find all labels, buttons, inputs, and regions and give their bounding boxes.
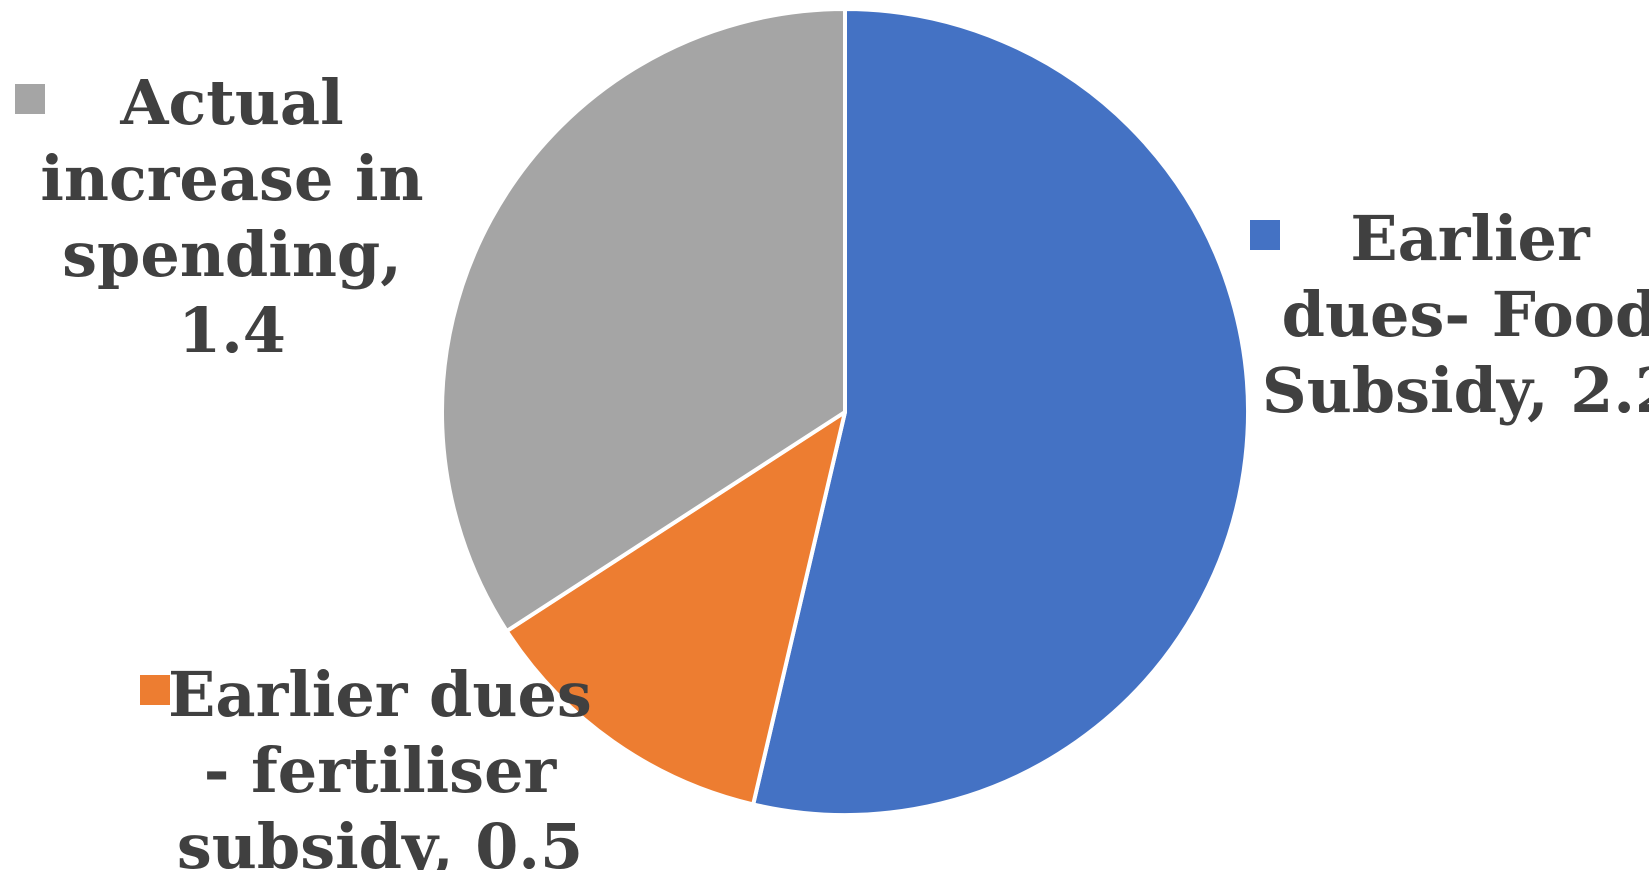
data-label-line: dues- Food [1282, 278, 1649, 351]
pie-slice-1 [751, 7, 1250, 817]
legend-swatch-3 [15, 84, 45, 114]
pie-slice-3 [440, 7, 847, 634]
data-label-line: Subsidy, 2.2 [1262, 354, 1649, 427]
pie-slices [440, 7, 1250, 817]
data-label-line: 1.4 [178, 294, 286, 367]
data-label-line: increase in [40, 142, 423, 215]
data-label-line: - fertiliser [204, 734, 558, 807]
pie-slice-2 [504, 410, 847, 807]
data-label-line: spending, [62, 218, 402, 291]
data-label-line: Actual [119, 66, 343, 139]
data-label-line: subsidy, 0.5 [177, 810, 583, 870]
legend-swatch-2 [140, 675, 170, 705]
data-label-line: Earlier [1350, 202, 1591, 275]
legend-swatch-1 [1250, 220, 1280, 250]
data-label-line: Earlier dues [168, 658, 592, 731]
